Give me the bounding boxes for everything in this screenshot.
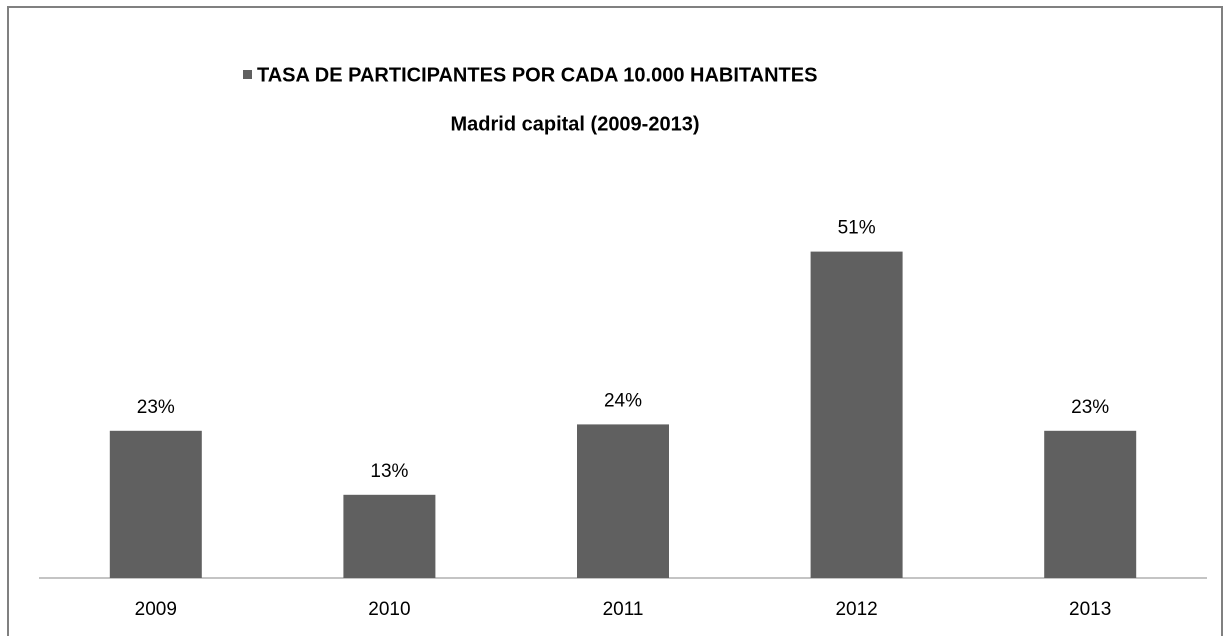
legend-swatch	[243, 70, 252, 79]
bar	[1044, 430, 1137, 578]
value-label: 24%	[604, 390, 642, 411]
x-tick-label: 2010	[368, 599, 410, 620]
chart-title: Madrid capital (2009-2013)	[451, 113, 700, 135]
x-tick-label: 2012	[835, 599, 877, 620]
bar	[577, 424, 669, 578]
bar	[810, 251, 903, 578]
bar	[109, 430, 202, 578]
legend-label: TASA DE PARTICIPANTES POR CADA 10.000 HA…	[257, 64, 817, 86]
value-label: 51%	[838, 218, 876, 239]
value-label: 23%	[137, 397, 175, 418]
x-tick-label: 2011	[603, 599, 644, 620]
bar	[343, 494, 436, 578]
x-tick-label: 2013	[1069, 599, 1111, 620]
value-label: 13%	[370, 461, 408, 482]
x-tick-label: 2009	[135, 599, 177, 620]
value-label: 23%	[1071, 397, 1109, 418]
